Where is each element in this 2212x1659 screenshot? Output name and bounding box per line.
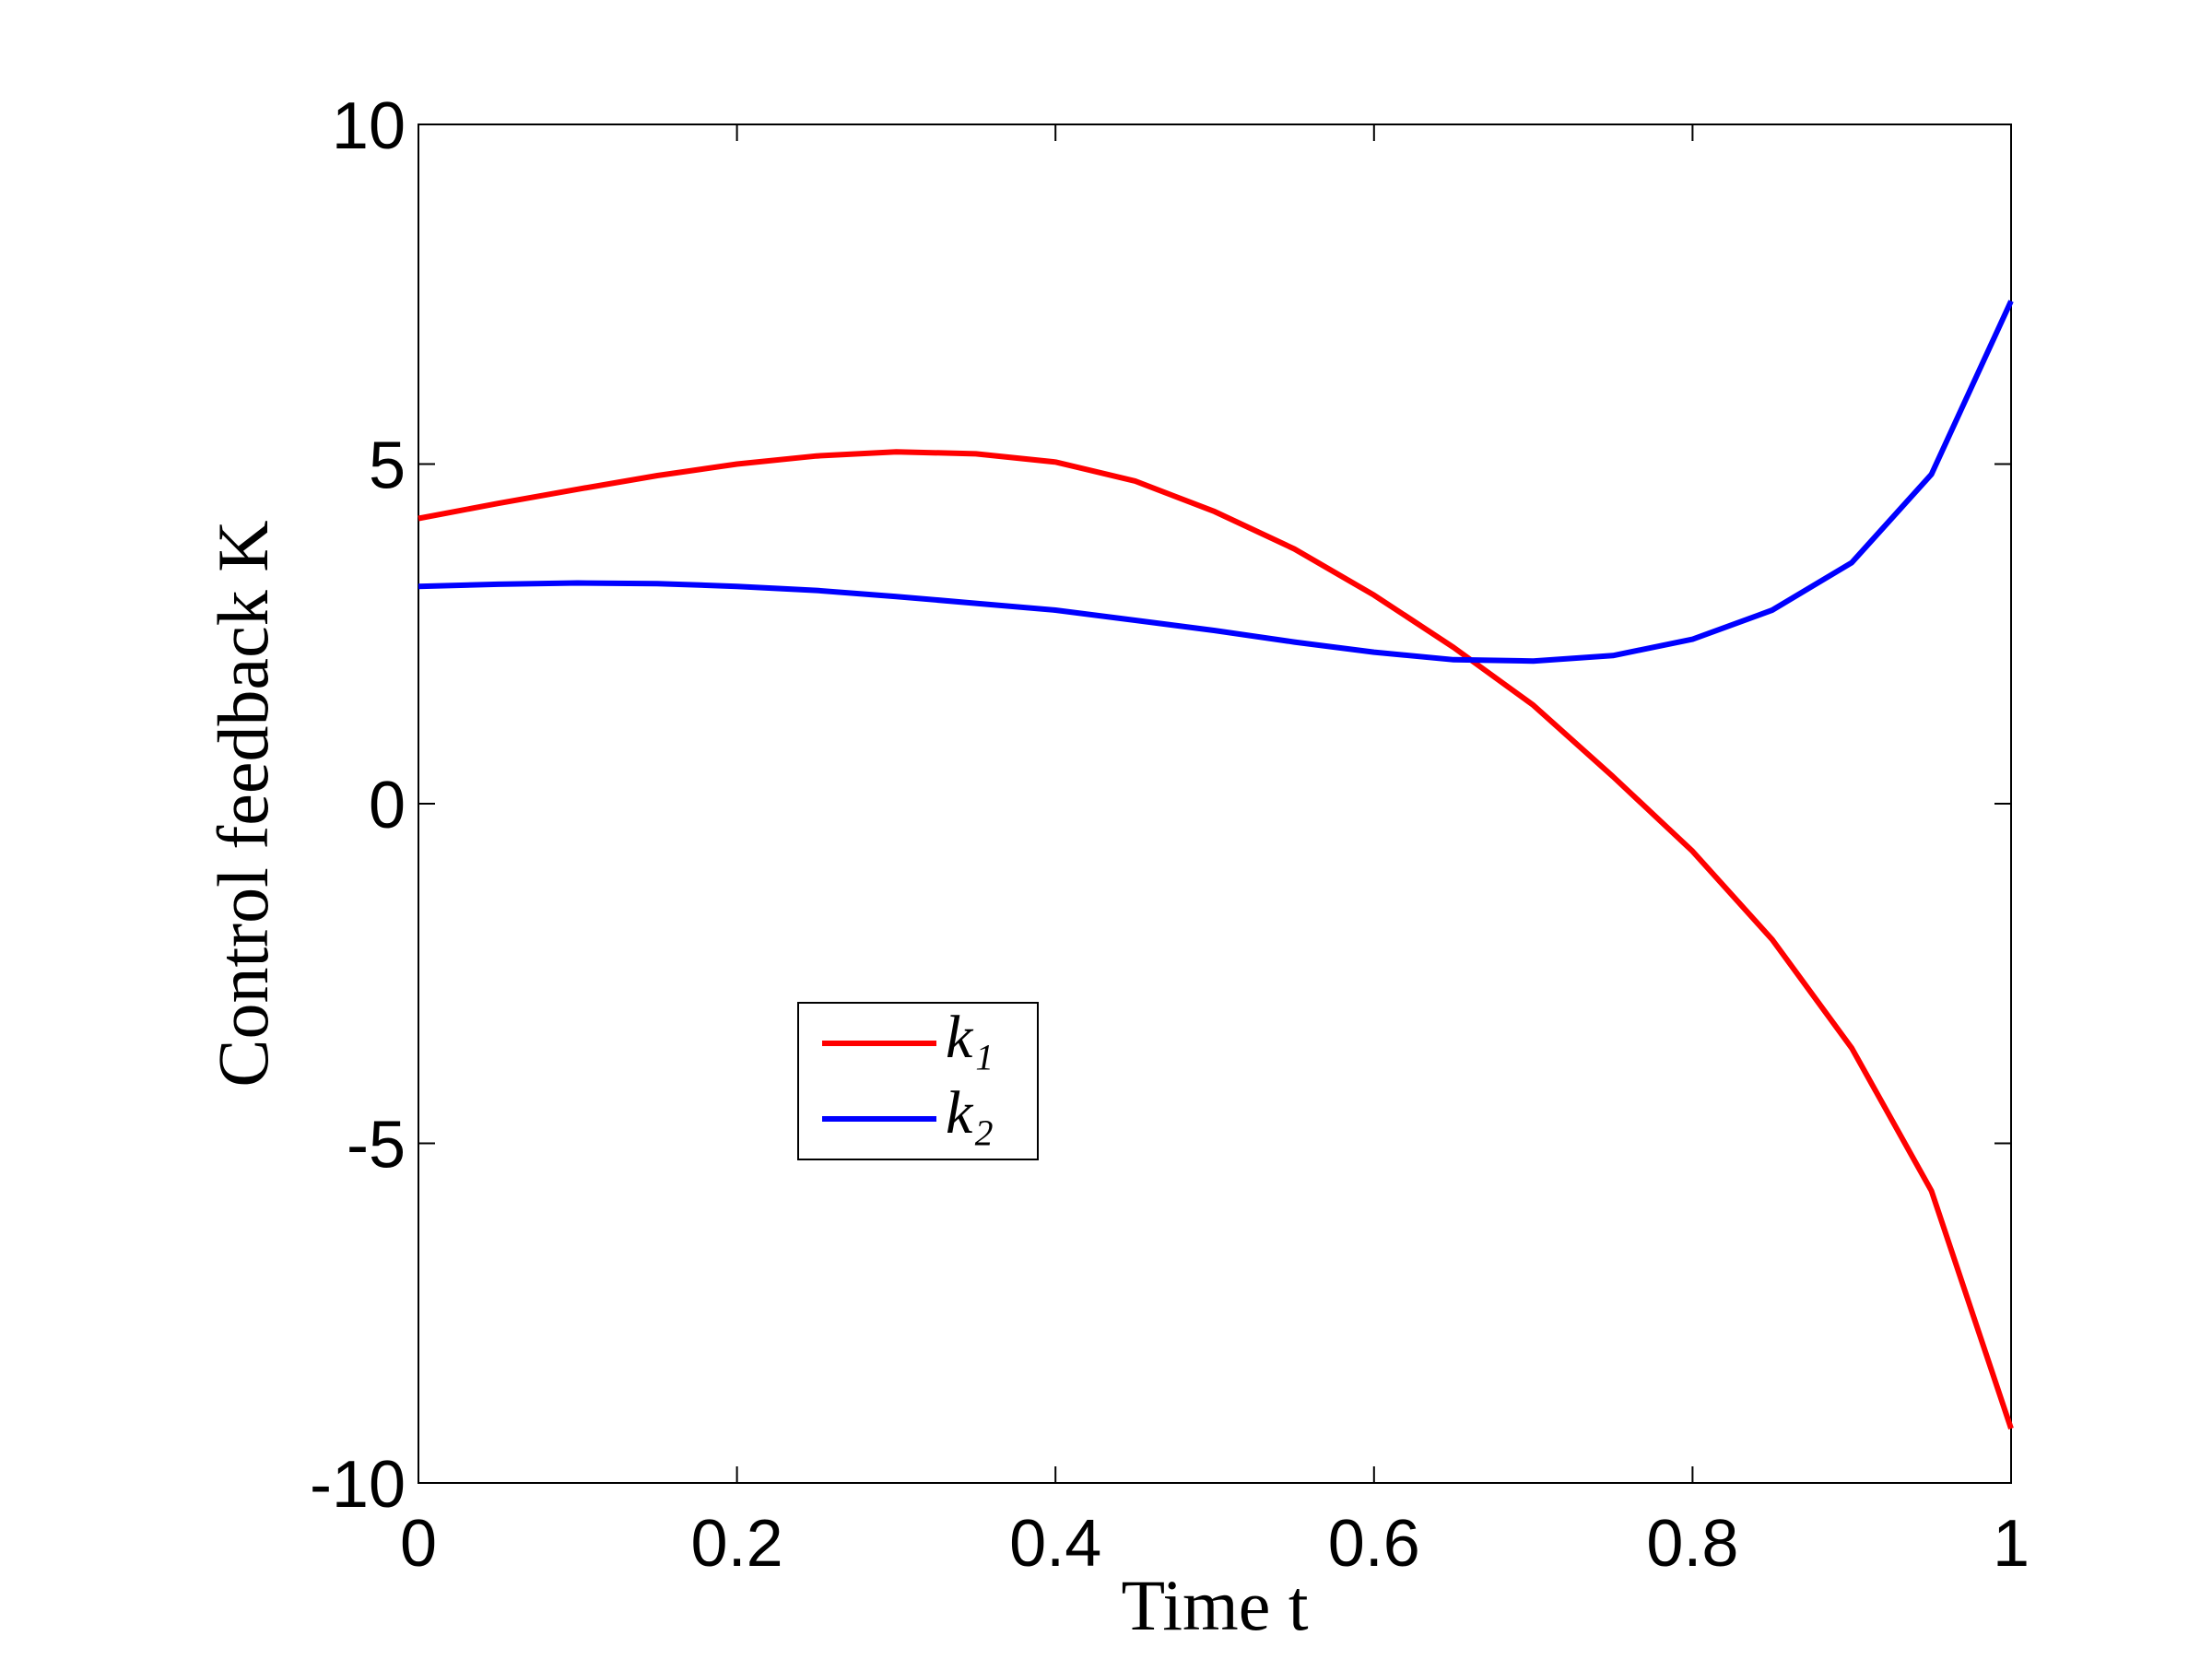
- series-line: [418, 300, 2014, 665]
- y-tick-label: 0: [369, 769, 406, 842]
- legend-box: [797, 1002, 1039, 1160]
- x-tick-label: 0.2: [691, 1507, 783, 1581]
- series-line: [418, 449, 2014, 1430]
- x-tick-label: 0.6: [1328, 1507, 1420, 1581]
- x-axis-label: Time t: [1121, 1565, 1308, 1645]
- y-tick-label: -5: [347, 1109, 406, 1182]
- x-tick-label: 0: [400, 1507, 437, 1581]
- x-tick-label: 0.4: [1009, 1507, 1101, 1581]
- y-tick-label: -10: [310, 1448, 406, 1522]
- plot-frame: [418, 124, 2012, 1484]
- legend-label: k₁: [946, 1004, 994, 1071]
- y-axis-label: Control feedback K: [203, 520, 283, 1087]
- x-tick-label: 1: [1993, 1507, 2030, 1581]
- x-tick-label: 0.8: [1646, 1507, 1738, 1581]
- legend-label: k₂: [946, 1079, 994, 1147]
- y-tick-label: 10: [332, 89, 406, 163]
- y-tick-label: 5: [369, 429, 406, 503]
